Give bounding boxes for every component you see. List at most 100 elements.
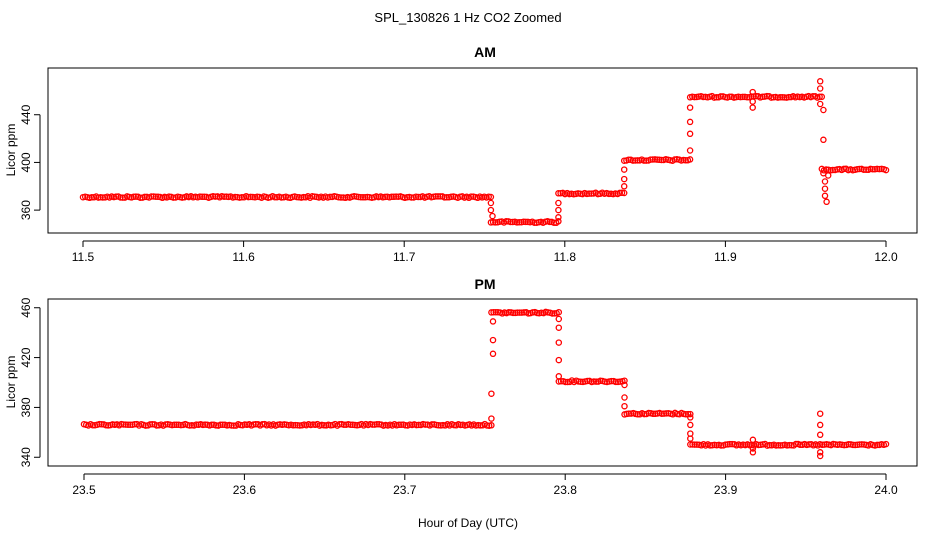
am-data-point (726, 93, 733, 100)
am-data-point (522, 218, 529, 226)
am-data-point (739, 93, 746, 101)
pm-data-point (621, 377, 628, 384)
am-data-point (492, 219, 499, 226)
am-data-point (271, 193, 279, 201)
pm-data-point (228, 422, 235, 429)
am-data-point (686, 118, 694, 126)
am-data-point (170, 194, 177, 201)
am-data-point (634, 157, 641, 164)
am-data-point (509, 218, 516, 226)
pm-data-point (89, 421, 97, 429)
am-data-point (686, 104, 694, 111)
pm-data-point (347, 421, 354, 428)
pm-data-point (592, 378, 600, 385)
pm-x-tick-label: 23.6 (233, 483, 257, 497)
pm-data-point (98, 421, 105, 428)
am-data-point (876, 165, 883, 173)
pm-data-point (320, 422, 328, 429)
am-data-point (355, 193, 362, 201)
am-data-point (691, 93, 698, 101)
pm-data-point (212, 422, 220, 429)
pm-data-point (488, 415, 495, 422)
pm-data-point (492, 308, 500, 316)
am-data-point (507, 218, 514, 226)
pm-data-point (483, 422, 491, 429)
am-data-point (337, 194, 345, 201)
am-data-point (618, 189, 626, 197)
am-data-point (489, 212, 496, 220)
am-data-point (220, 193, 228, 200)
pm-data-point (122, 421, 130, 428)
pm-data-point (577, 378, 584, 385)
pm-data-point (706, 442, 714, 449)
pm-data-point (816, 449, 824, 456)
pm-data-point (662, 410, 670, 417)
am-data-point (555, 214, 562, 221)
pm-data-point (509, 309, 517, 317)
pm-data-point (649, 410, 657, 418)
am-plot-frame (47, 67, 918, 234)
pm-data-point (796, 441, 804, 449)
pm-data-point (856, 441, 863, 448)
am-data-point (671, 156, 678, 163)
pm-x-tick-label: 23.7 (393, 483, 417, 497)
pm-data-point (489, 336, 497, 344)
am-data-point (816, 78, 824, 85)
pm-data-points (80, 308, 890, 460)
am-y-tick-label: 360 (19, 200, 33, 220)
am-data-point (699, 93, 707, 101)
pm-data-point (590, 378, 598, 385)
am-data-point (152, 193, 160, 200)
pm-data-point (687, 435, 694, 442)
pm-data-point (428, 421, 436, 428)
pm-data-point (505, 309, 513, 316)
am-data-point (816, 85, 824, 92)
pm-y-ticks: 340 380 420 460 (19, 297, 41, 467)
pm-data-point (488, 390, 495, 397)
am-x-tick-label: 11.9 (714, 250, 737, 264)
am-data-point (605, 190, 613, 198)
pm-data-point (687, 414, 694, 421)
am-data-point (141, 193, 148, 201)
am-data-point (97, 194, 104, 201)
pm-data-point (555, 373, 563, 380)
pm-data-point (597, 377, 604, 385)
am-data-point (247, 193, 254, 201)
pm-data-point (153, 422, 160, 429)
pm-data-point (818, 441, 826, 449)
pm-data-point (292, 421, 299, 429)
am-data-point (585, 190, 593, 197)
pm-data-point (369, 421, 376, 428)
am-data-point (749, 104, 756, 111)
pm-data-point (882, 440, 890, 448)
pm-panel: PM Licor ppm 23.5 23.6 23.7 23.8 23.9 24.0 34… (4, 276, 918, 497)
am-data-point (743, 93, 751, 101)
pm-y-axis-label: Licor ppm (4, 356, 18, 409)
am-data-point (335, 194, 343, 201)
pm-data-point (687, 441, 694, 448)
am-data-point (620, 175, 628, 183)
pm-data-point (687, 421, 694, 429)
am-panel: AM Licor ppm 11.5 11.6 11.7 11.8 11.9 12.0 36… (4, 44, 918, 264)
am-data-point (502, 218, 510, 225)
am-data-point (555, 206, 562, 214)
am-data-point (300, 193, 307, 201)
am-data-point (487, 199, 495, 207)
am-data-point (821, 185, 829, 192)
pm-data-point (786, 441, 793, 449)
pm-data-point (208, 421, 215, 429)
am-data-points (79, 78, 890, 227)
pm-y-tick-label: 460 (19, 297, 33, 317)
pm-data-point (188, 422, 196, 429)
am-data-point (357, 193, 365, 201)
am-data-point (816, 93, 823, 100)
pm-data-point (693, 441, 701, 448)
am-data-point (686, 156, 694, 163)
pm-data-point (402, 422, 409, 429)
am-data-point (130, 193, 137, 201)
am-data-point (388, 193, 395, 201)
pm-data-point (749, 436, 757, 444)
pm-data-point (193, 421, 200, 428)
am-data-point (414, 193, 422, 201)
pm-data-point (608, 377, 615, 385)
